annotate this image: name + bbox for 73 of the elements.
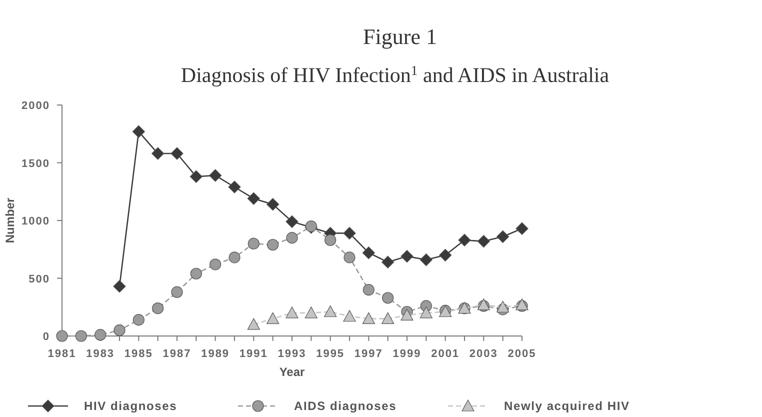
y-tick-label: 1000: [22, 216, 50, 228]
point: [382, 292, 394, 304]
point: [247, 318, 260, 330]
point: [304, 306, 318, 318]
point: [477, 234, 490, 248]
point: [496, 300, 510, 312]
point: [400, 308, 414, 321]
point: [190, 170, 202, 183]
point: [324, 305, 337, 318]
point: [382, 312, 394, 324]
point: [420, 306, 432, 318]
point: [439, 248, 452, 262]
point: [400, 250, 414, 263]
point: [190, 268, 202, 280]
x-tick-label: 1997: [354, 348, 383, 360]
point: [75, 330, 87, 342]
x-tick-label: 1987: [162, 348, 192, 360]
point: [343, 226, 356, 240]
point: [382, 256, 394, 268]
y-tick-label: 2000: [22, 100, 50, 112]
x-tick-label: 1985: [124, 348, 153, 360]
x-tick-label: 2003: [469, 348, 498, 360]
point: [420, 253, 432, 266]
point: [94, 329, 106, 341]
point: [113, 280, 126, 293]
x-tick-label: 1991: [239, 348, 268, 360]
x-tick-label: 1999: [392, 348, 422, 360]
point: [171, 286, 183, 298]
point: [362, 246, 375, 260]
x-tick-label: 1981: [48, 348, 76, 360]
point: [458, 234, 471, 246]
y-axis-title: Number: [3, 198, 17, 244]
point: [209, 169, 222, 182]
point: [496, 230, 510, 243]
x-tick-label: 1989: [201, 348, 230, 360]
legend-label: AIDS diagnoses: [294, 399, 397, 413]
point: [228, 180, 241, 194]
point: [132, 125, 145, 138]
point: [248, 238, 260, 250]
chart-title: Figure 1: [363, 24, 437, 49]
y-tick-label: 1500: [22, 158, 50, 170]
point: [362, 312, 375, 324]
legend-label: Newly acquired HIV: [504, 399, 630, 413]
point: [286, 215, 298, 228]
x-tick-label: 2001: [431, 348, 460, 360]
point: [56, 330, 68, 342]
point: [170, 147, 184, 160]
point: [286, 232, 298, 244]
point: [210, 258, 222, 270]
point: [343, 310, 356, 322]
point: [516, 222, 528, 235]
point: [286, 306, 298, 318]
x-tick-label: 1993: [278, 348, 306, 360]
legend-label: HIV diagnoses: [84, 399, 178, 413]
x-tick-label: 2005: [508, 348, 536, 360]
x-tick-label: 1995: [316, 348, 345, 360]
point: [362, 284, 374, 296]
y-tick-label: 500: [28, 273, 50, 286]
point: [152, 302, 164, 314]
point: [266, 198, 280, 211]
x-tick-label: 1983: [86, 348, 115, 360]
point: [324, 234, 336, 246]
x-axis-title: Year: [279, 365, 306, 379]
point: [152, 147, 164, 160]
point: [114, 324, 126, 336]
chart-subtitle: Diagnosis of HIV Infection$^{1}$ and AIDS in Australia: [180, 62, 610, 87]
point: [132, 314, 144, 326]
y-tick-label: 0: [42, 331, 50, 343]
point: [267, 238, 279, 251]
point: [228, 252, 240, 264]
point: [266, 312, 280, 324]
point: [247, 192, 260, 205]
point: [344, 252, 356, 264]
